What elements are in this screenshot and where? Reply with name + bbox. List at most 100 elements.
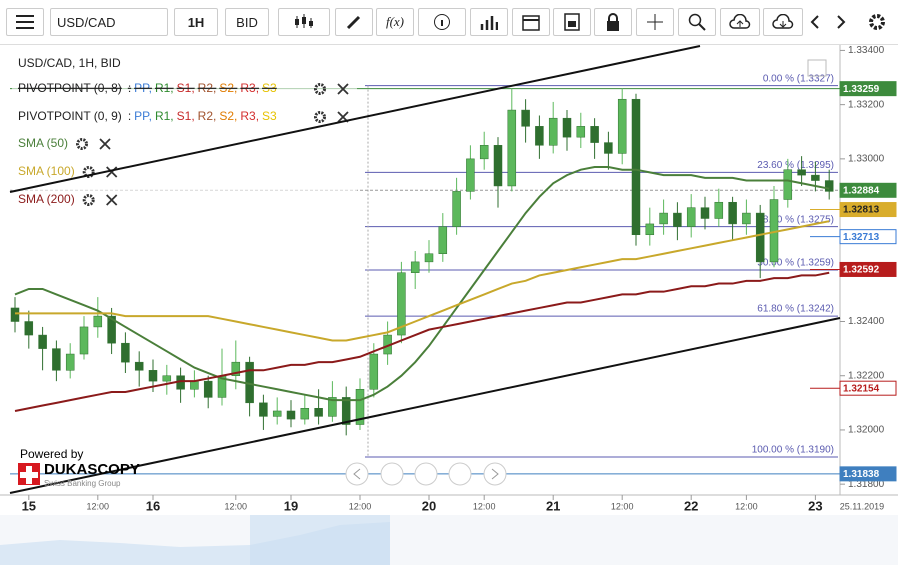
calendar-button[interactable] bbox=[512, 8, 550, 36]
scroll-left[interactable] bbox=[345, 462, 369, 486]
candle-body bbox=[52, 348, 61, 371]
candle-body bbox=[148, 370, 158, 382]
next-button[interactable] bbox=[830, 8, 852, 36]
crosshair-button[interactable] bbox=[636, 8, 674, 36]
trend-line bbox=[9, 45, 701, 193]
legend-entry: SMA (200) bbox=[18, 192, 75, 206]
calendar-icon bbox=[522, 15, 540, 31]
legend-token: : bbox=[128, 81, 131, 95]
reset-zoom[interactable] bbox=[414, 462, 438, 486]
close-icon[interactable] bbox=[337, 83, 349, 95]
legend-token: PP, bbox=[134, 81, 152, 95]
lock-icon bbox=[607, 13, 619, 31]
legend-token: R1, bbox=[155, 81, 174, 95]
candle-body bbox=[65, 353, 75, 371]
sma-line bbox=[14, 165, 830, 402]
settings-icon[interactable] bbox=[314, 111, 326, 123]
navigator-window[interactable] bbox=[250, 515, 390, 565]
candle-body bbox=[272, 410, 282, 417]
candle-body bbox=[355, 389, 365, 425]
download-button[interactable] bbox=[763, 8, 803, 36]
scroll-right[interactable] bbox=[483, 462, 507, 486]
candle-body bbox=[728, 201, 737, 225]
candle-body bbox=[604, 142, 613, 154]
zoom-in[interactable] bbox=[448, 462, 472, 486]
candle-body bbox=[190, 380, 199, 390]
candle-body bbox=[314, 408, 323, 417]
settings-button[interactable] bbox=[862, 8, 892, 36]
prev-icon bbox=[810, 15, 819, 29]
candle-body bbox=[438, 226, 448, 254]
x-tick-label: 12:00 bbox=[735, 501, 758, 511]
sma-line bbox=[14, 271, 830, 412]
info-button[interactable] bbox=[418, 8, 466, 36]
settings-icon[interactable] bbox=[76, 138, 89, 150]
close-icon[interactable] bbox=[106, 166, 118, 178]
symbol-select[interactable]: USD/CAD bbox=[50, 8, 168, 36]
candle-body bbox=[811, 174, 820, 181]
legend-token: R3, bbox=[240, 109, 259, 123]
price-tag-label: 1.32154 bbox=[843, 383, 880, 394]
price-type: BID bbox=[236, 14, 258, 30]
navigator bbox=[0, 515, 898, 565]
legend-token: PP, bbox=[134, 109, 152, 123]
legend-token: S2, bbox=[219, 109, 237, 123]
menu-button[interactable] bbox=[6, 8, 44, 36]
settings-icon[interactable] bbox=[82, 194, 95, 206]
price-select[interactable]: BID bbox=[225, 8, 269, 36]
candle-body bbox=[590, 126, 599, 143]
y-tick-label: 1.33000 bbox=[848, 153, 885, 164]
pivot-legend: PIVOTPOINT (0, 8): PP, R1, S1, R2, S2, R3, S3 bbox=[18, 81, 277, 95]
expand-button[interactable] bbox=[807, 59, 827, 77]
price-tag-label: 1.32592 bbox=[843, 265, 880, 276]
fx: f(x) bbox=[385, 14, 405, 29]
legend-token: S1, bbox=[177, 109, 195, 123]
x-tick-label: 12:00 bbox=[349, 501, 372, 511]
period-select[interactable]: 1H bbox=[174, 8, 218, 36]
settings-icon[interactable] bbox=[314, 83, 326, 95]
volume-button[interactable] bbox=[470, 8, 508, 36]
upload-button[interactable] bbox=[720, 8, 760, 36]
price-tag bbox=[839, 380, 897, 396]
zoom-out[interactable] bbox=[380, 462, 404, 486]
price-tag-label: 1.32884 bbox=[843, 185, 880, 196]
candle-body bbox=[755, 212, 765, 263]
logo-tagline: Swiss Banking Group bbox=[44, 479, 121, 488]
price-tag bbox=[839, 202, 897, 218]
menu-icon bbox=[16, 15, 34, 29]
x-tick-label: 20 bbox=[422, 498, 436, 513]
y-tick-label: 1.32000 bbox=[848, 425, 885, 436]
candle-body bbox=[38, 334, 47, 349]
template-button[interactable] bbox=[553, 8, 591, 36]
legend-token: S3 bbox=[262, 109, 277, 123]
candle-body bbox=[673, 212, 682, 227]
symbol: USD/CAD bbox=[57, 14, 116, 30]
close-icon[interactable] bbox=[106, 194, 118, 206]
candle-body bbox=[341, 397, 351, 425]
chart-type-button[interactable] bbox=[278, 8, 330, 36]
zoom-icon bbox=[688, 13, 706, 31]
y-tick-label: 1.33200 bbox=[848, 99, 885, 110]
candle-body bbox=[121, 342, 130, 363]
draw-button[interactable] bbox=[335, 8, 373, 36]
bars-icon bbox=[480, 16, 498, 30]
settings-icon[interactable] bbox=[82, 166, 95, 178]
x-tick-label: 12:00 bbox=[611, 501, 634, 511]
legend-entry: SMA (50) bbox=[18, 136, 68, 150]
prev-button[interactable] bbox=[804, 8, 826, 36]
candle-body bbox=[548, 117, 558, 146]
indicators-button[interactable]: f(x) bbox=[376, 8, 414, 36]
lock-button[interactable] bbox=[594, 8, 632, 36]
candle-body bbox=[700, 207, 710, 219]
zoom-button[interactable] bbox=[678, 8, 716, 36]
fib-label: 100.00 % (1.3190) bbox=[752, 445, 834, 456]
price-tag bbox=[839, 229, 897, 245]
candle-body bbox=[424, 253, 434, 263]
legend-entry: SMA (100) bbox=[18, 164, 75, 178]
pencil-icon bbox=[346, 15, 361, 30]
candle-body bbox=[259, 402, 268, 417]
candle-body bbox=[410, 261, 420, 273]
candle-body bbox=[645, 223, 655, 236]
close-icon[interactable] bbox=[99, 138, 111, 150]
